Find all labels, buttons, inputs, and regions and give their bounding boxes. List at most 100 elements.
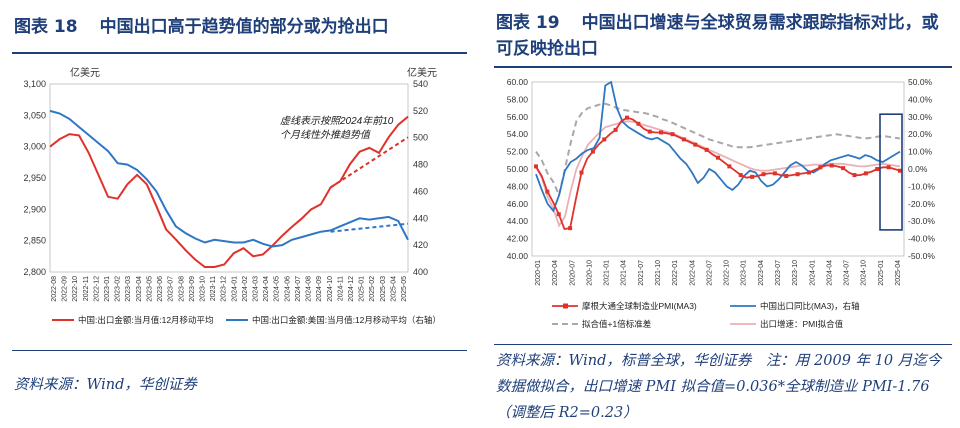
x-tick-label: 2022-01	[672, 260, 679, 286]
right-y-tick-label: -40.0%	[908, 234, 935, 244]
x-tick-label: 2024-04	[263, 276, 270, 302]
x-tick-label: 2025-01	[878, 260, 885, 286]
right-title-rule	[494, 66, 952, 68]
right-y-tick-label: 520	[413, 106, 428, 116]
x-tick-label: 2022-07	[706, 260, 713, 286]
x-tick-label: 2024-10	[861, 260, 868, 286]
right-y-tick-label: -10.0%	[908, 181, 935, 191]
pmi-marker	[829, 163, 834, 168]
x-tick-label: 2023-01	[741, 260, 748, 286]
right-y-tick-label: 400	[413, 267, 428, 277]
x-tick-label: 2020-07	[569, 260, 576, 286]
x-tick-label: 2023-10	[199, 276, 206, 302]
pmi-marker	[693, 142, 698, 147]
right-y-tick-label: 440	[413, 213, 428, 223]
x-tick-label: 2024-10	[327, 276, 334, 302]
x-tick-label: 2024-02	[242, 276, 249, 302]
pmi-marker	[647, 129, 652, 134]
right-y-tick-label: 540	[413, 79, 428, 89]
left-y-tick-label: 52.00	[507, 147, 529, 157]
left-y-tick-label: 2,900	[23, 204, 46, 214]
left-y-tick-label: 58.00	[507, 94, 529, 104]
pmi-marker	[886, 165, 891, 170]
fit-line	[535, 120, 901, 228]
pmi-marker	[602, 137, 607, 142]
export-total-line	[49, 115, 409, 268]
x-tick-label: 2020-10	[586, 260, 593, 286]
pmi-marker	[852, 173, 857, 178]
x-tick-label: 2022-08	[51, 276, 58, 302]
pmi-marker	[716, 155, 720, 160]
x-tick-label: 2021-01	[604, 260, 611, 286]
export-us-line	[49, 109, 409, 248]
legend-export: 中国出口同比(MA3)，右轴	[760, 301, 860, 311]
right-panel: 图表 19 中国出口增速与全球贸易需求跟踪指标对比，或可反映抢出口 40.00 42…	[490, 0, 960, 428]
x-tick-label: 2024-08	[306, 276, 313, 302]
left-y-tick-label: 44.00	[507, 216, 529, 226]
pmi-line	[535, 116, 901, 230]
left-title-rule	[12, 52, 467, 54]
pmi-marker	[761, 172, 766, 177]
right-source: 资料来源：Wind，标普全球，华创证券 注：用 2009 年 10 月迄今数据做…	[496, 353, 942, 421]
left-chart: 2,800 2,850 2,900 2,950 3,000 3,050 3,100 400 42…	[12, 62, 468, 344]
x-tick-label: 2023-07	[168, 276, 175, 302]
pmi-marker	[807, 170, 811, 175]
x-tick-label: 2021-07	[638, 260, 645, 286]
x-tick-label: 2024-03	[253, 276, 260, 302]
x-tick-label: 2023-01	[104, 276, 111, 302]
x-tick-label: 2023-04	[758, 260, 765, 286]
x-tick-label: 2021-10	[655, 260, 662, 286]
pmi-marker	[898, 168, 902, 173]
left-y-tick-label: 42.00	[507, 234, 529, 244]
x-tick-label: 2024-01	[809, 260, 816, 286]
x-tick-label: 2024-11	[337, 276, 344, 301]
pmi-marker	[590, 149, 595, 154]
right-y-tick-label: 460	[413, 186, 428, 196]
pmi-marker	[670, 132, 675, 137]
x-tick-label: 2023-02	[115, 276, 122, 302]
left-y-tick-label: 3,000	[23, 142, 46, 152]
legend-fit-sd: 拟合值+1倍标准差	[582, 319, 651, 329]
x-tick-label: 2022-09	[62, 276, 69, 302]
x-tick-label: 2023-06	[157, 276, 164, 302]
left-y-tick-label: 2,850	[23, 236, 46, 246]
trend-annotation-line1: 虚线表示按照2024年前10	[280, 115, 394, 127]
left-y-tick-label: 46.00	[507, 199, 529, 209]
right-y-tick-label: 50.0%	[908, 77, 933, 87]
legend-export-us: 中国:出口金额:美国:当月值:12月移动平均（右轴）	[252, 315, 441, 325]
pmi-marker	[568, 226, 573, 231]
x-tick-label: 2022-04	[689, 260, 696, 286]
x-tick-label: 2023-10	[792, 260, 799, 286]
legend-pmi: 摩根大通全球制造业PMI(MA3)	[582, 301, 697, 311]
x-tick-label: 2024-07	[844, 260, 851, 286]
x-tick-label: 2020-04	[552, 260, 559, 286]
x-tick-label: 2023-03	[125, 276, 132, 302]
pmi-marker	[818, 165, 823, 170]
x-tick-label: 2023-09	[189, 276, 196, 302]
right-y-tick-label: -30.0%	[908, 216, 935, 226]
legend-swatch-pmi-marker	[563, 303, 568, 309]
pmi-marker	[625, 115, 629, 120]
x-tick-label: 2022-11	[83, 276, 90, 301]
right-chart-svg: 40.00 42.00 44.00 46.00 48.00 50.00 52.00 54.00…	[507, 77, 936, 329]
right-y-tick-label: -50.0%	[908, 251, 935, 261]
left-chart-svg: 2,800 2,850 2,900 2,950 3,000 3,050 3,100 400 42…	[23, 66, 441, 325]
export-yoy-line	[535, 80, 901, 213]
pmi-marker	[727, 164, 732, 169]
x-tick-label: 2025-03	[380, 276, 387, 302]
x-tick-label: 2022-12	[93, 276, 100, 302]
pmi-marker	[545, 189, 550, 194]
right-y-tick-label: 0.0%	[908, 164, 928, 174]
x-tick-label: 2023-05	[146, 276, 153, 302]
left-y-tick-label: 50.00	[507, 164, 529, 174]
pmi-marker	[784, 173, 789, 178]
right-y-unit: 亿美元	[407, 66, 437, 79]
legend-fit: 出口增速：PMI拟合值	[760, 319, 844, 329]
right-y-tick-label: 20.0%	[908, 129, 933, 139]
x-tick-label: 2023-04	[136, 276, 143, 302]
x-tick-label: 2024-12	[348, 276, 355, 302]
x-tick-label: 2023-07	[775, 260, 782, 286]
pmi-marker	[681, 137, 686, 142]
trend-annotation-line2: 个月线性外推趋势值	[280, 129, 372, 141]
x-tick-label: 2024-04	[826, 260, 833, 286]
